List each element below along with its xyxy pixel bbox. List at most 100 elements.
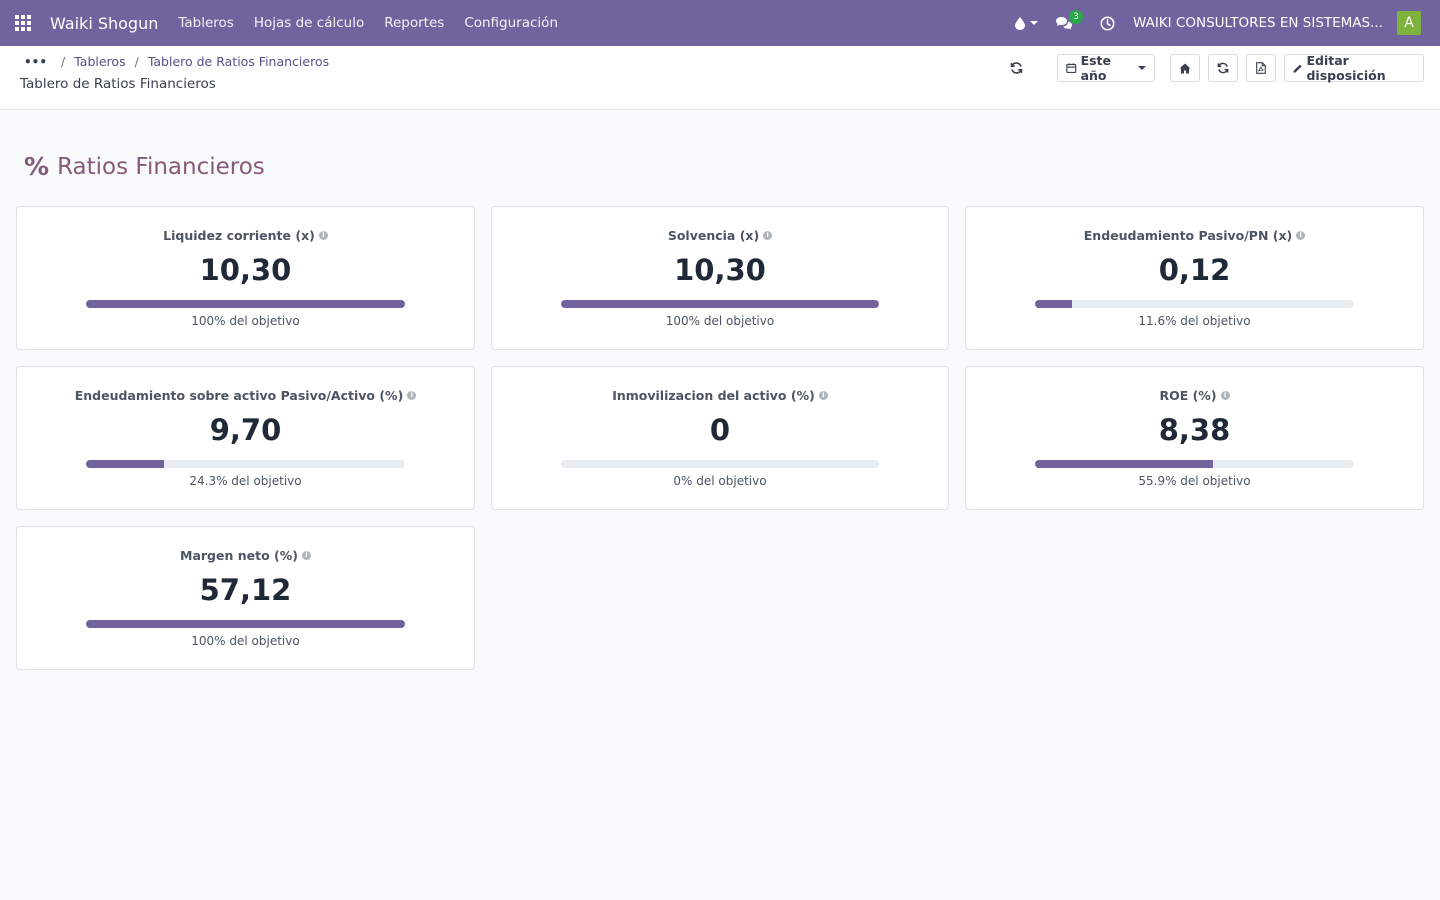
kpi-card-margen-neto[interactable]: Margen neto (%) i 57,12 100% del objetivo (16, 526, 475, 670)
kpi-title-text: Liquidez corriente (x) (163, 228, 315, 243)
reload-button[interactable] (1208, 54, 1238, 82)
kpi-card-solvencia[interactable]: Solvencia (x) i 10,30 100% del objetivo (491, 206, 949, 350)
breadcrumb-tablero-ratios[interactable]: Tablero de Ratios Financieros (147, 54, 330, 69)
kpi-card-roe[interactable]: ROE (%) i 8,38 55.9% del objetivo (965, 366, 1424, 510)
breadcrumb-separator: / (61, 54, 66, 69)
menu-item-reportes[interactable]: Reportes (384, 15, 445, 31)
top-navbar: Waiki Shogun Tableros Hojas de cálculo R… (0, 0, 1440, 46)
chevron-down-icon (1138, 66, 1146, 70)
kpi-card-value: 0,12 (1158, 253, 1231, 287)
progress-bar (561, 460, 879, 468)
progress-fill (1035, 460, 1214, 468)
pencil-icon (1293, 64, 1302, 73)
progress-bar (86, 620, 405, 628)
kpi-card-value: 10,30 (199, 253, 292, 287)
info-icon[interactable]: i (301, 551, 311, 560)
kpi-goal-text: 55.9% del objetivo (1138, 474, 1251, 488)
theme-dropdown[interactable] (1011, 0, 1043, 46)
kpi-card-endeudamiento-pn[interactable]: Endeudamiento Pasivo/PN (x) i 0,12 11.6% … (965, 206, 1424, 350)
calendar-icon (1066, 63, 1077, 73)
percent-icon: % (24, 152, 50, 181)
export-pdf-button[interactable] (1246, 54, 1276, 82)
kpi-goal-text: 100% del objetivo (665, 314, 775, 328)
kpi-card-value: 0 (709, 413, 731, 447)
edit-layout-label: Editar disposición (1306, 53, 1386, 83)
progress-fill (86, 460, 164, 468)
period-label: Este año (1080, 53, 1111, 83)
kpi-card-title: Endeudamiento Pasivo/PN (x) i (966, 228, 1423, 243)
breadcrumb: ••• / Tableros / Tablero de Ratios Finan… (24, 54, 329, 69)
kpi-goal-text: 11.6% del objetivo (1138, 314, 1251, 328)
kpi-cards-grid: Liquidez corriente (x) i 10,30 100% del o… (16, 206, 1424, 670)
breadcrumb-separator: / (134, 54, 139, 69)
progress-bar (86, 300, 405, 308)
section-title-text: Ratios Financieros (57, 154, 265, 180)
refresh-button[interactable] (1001, 54, 1031, 82)
kpi-card-value: 8,38 (1158, 413, 1231, 447)
kpi-title-text: Endeudamiento sobre activo Pasivo/Activo… (74, 388, 404, 403)
kpi-card-title: Endeudamiento sobre activo Pasivo/Activo… (17, 388, 474, 403)
info-icon[interactable]: i (318, 231, 328, 240)
app-brand[interactable]: Waiki Shogun (50, 13, 159, 33)
menu-item-tableros[interactable]: Tableros (178, 15, 234, 31)
menu-item-hojas-de-calculo[interactable]: Hojas de cálculo (253, 15, 365, 31)
chevron-down-icon (1030, 21, 1039, 25)
kpi-goal-text: 100% del objetivo (191, 314, 300, 328)
info-icon[interactable]: i (1296, 231, 1306, 240)
kpi-title-text: ROE (%) (1159, 388, 1217, 403)
kpi-card-title: Solvencia (x) i (492, 228, 948, 243)
kpi-title-text: Endeudamiento Pasivo/PN (x) (1083, 228, 1293, 243)
section-title: % Ratios Financieros (24, 152, 265, 182)
menu-item-configuracion[interactable]: Configuración (464, 15, 558, 31)
control-buttons: Este año Editar disposición (1001, 53, 1424, 83)
kpi-title-text: Solvencia (x) (667, 228, 760, 243)
kpi-card-title: Inmovilizacion del activo (%) i (492, 388, 948, 403)
edit-layout-button[interactable]: Editar disposición (1284, 53, 1424, 83)
kpi-card-inmovilizacion[interactable]: Inmovilizacion del activo (%) i 0 0% del … (491, 366, 949, 510)
kpi-goal-text: 0% del objetivo (673, 474, 767, 488)
breadcrumb-tableros[interactable]: Tableros (74, 54, 126, 69)
clock-icon (1100, 16, 1115, 30)
info-icon[interactable]: i (763, 231, 773, 240)
kpi-card-value: 57,12 (199, 573, 292, 607)
messages-button[interactable]: 3 (1051, 0, 1083, 46)
kpi-card-liquidez[interactable]: Liquidez corriente (x) i 10,30 100% del o… (16, 206, 475, 350)
refresh-icon (1010, 62, 1022, 74)
activity-button[interactable] (1095, 0, 1121, 46)
breadcrumb-more-icon[interactable]: ••• (24, 54, 48, 69)
info-icon[interactable]: i (407, 391, 417, 400)
messages-count-badge: 3 (1068, 10, 1083, 24)
progress-bar (1035, 460, 1354, 468)
progress-bar (86, 460, 405, 468)
period-dropdown[interactable]: Este año (1057, 53, 1155, 83)
progress-bar (1035, 300, 1354, 308)
home-icon (1179, 63, 1191, 73)
company-switcher[interactable]: WAIKI CONSULTORES EN SISTEMAS... (1132, 15, 1383, 31)
kpi-card-title: Margen neto (%) i (17, 548, 474, 563)
kpi-card-value: 10,30 (674, 253, 766, 287)
file-pdf-icon (1256, 62, 1266, 74)
apps-menu-icon[interactable] (0, 0, 46, 46)
kpi-card-title: Liquidez corriente (x) i (17, 228, 474, 243)
droplet-icon (1015, 16, 1026, 30)
progress-fill (86, 620, 405, 628)
chat-icon (1055, 16, 1072, 29)
home-button[interactable] (1170, 54, 1200, 82)
info-icon[interactable]: i (1220, 391, 1230, 400)
kpi-goal-text: 24.3% del objetivo (189, 474, 302, 488)
kpi-title-text: Inmovilizacion del activo (%) (612, 388, 815, 403)
user-avatar[interactable]: A (1397, 11, 1421, 35)
kpi-goal-text: 100% del objetivo (191, 634, 300, 648)
kpi-title-text: Margen neto (%) (180, 548, 298, 563)
kpi-card-endeudamiento-activo[interactable]: Endeudamiento sobre activo Pasivo/Activo… (16, 366, 475, 510)
kpi-card-value: 9,70 (209, 413, 282, 447)
progress-bar (561, 300, 879, 308)
page-title: Tablero de Ratios Financieros (20, 76, 216, 92)
control-panel: ••• / Tableros / Tablero de Ratios Finan… (0, 46, 1440, 110)
progress-fill (561, 300, 879, 308)
info-icon[interactable]: i (818, 391, 828, 400)
progress-fill (86, 300, 405, 308)
progress-fill (1035, 300, 1072, 308)
refresh-icon (1217, 62, 1229, 74)
kpi-card-title: ROE (%) i (966, 388, 1423, 403)
